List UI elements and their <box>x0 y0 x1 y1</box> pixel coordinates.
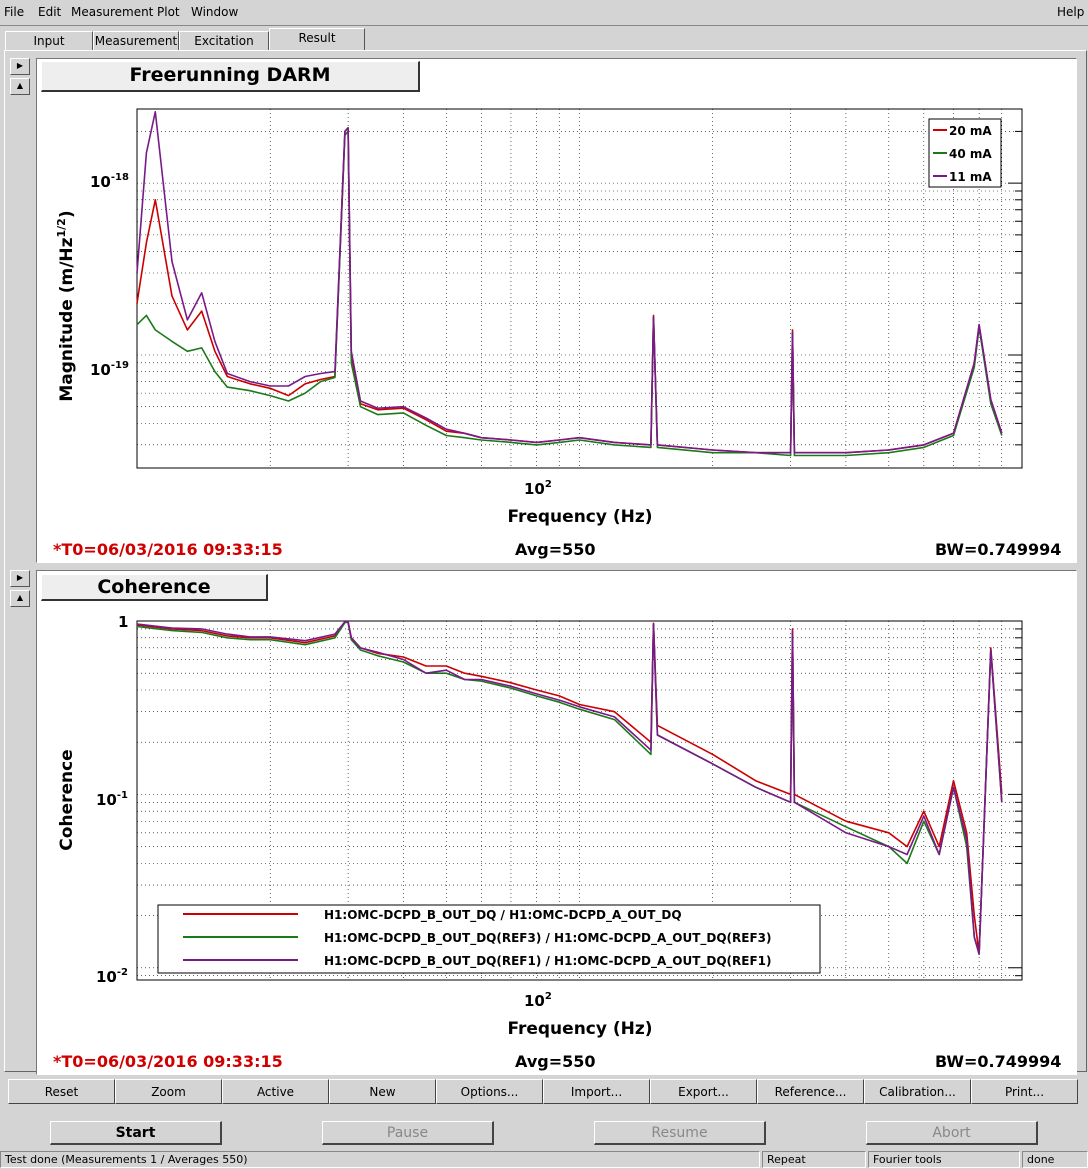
calibration-button[interactable]: Calibration... <box>864 1079 971 1104</box>
plot1-ylabel-sup: 1/2 <box>55 218 68 237</box>
plot1-ytick-base-1: 10 <box>90 173 111 191</box>
plot2-next-icon[interactable]: ▶ <box>10 570 30 587</box>
menu-measurement[interactable]: Measurement <box>71 5 154 19</box>
svg-text:Magnitude (m/Hz1/2): Magnitude (m/Hz1/2) <box>55 210 77 401</box>
menu-help[interactable]: Help <box>1057 5 1085 19</box>
plot1-title: Freerunning DARM <box>41 61 420 92</box>
plot2-ytick-0: 1 <box>118 613 128 631</box>
plot2-ytick-exp-1: -1 <box>117 790 128 801</box>
plot1-next-icon[interactable]: ▶ <box>10 58 30 75</box>
menu-divider <box>0 25 1088 26</box>
tab-input[interactable]: Input <box>5 31 93 51</box>
plot1-t0: *T0=06/03/2016 09:33:15 <box>53 540 283 559</box>
plot1-panel <box>36 58 1077 563</box>
plot2-xlabel: Frequency (Hz) <box>507 1019 652 1039</box>
menu-window[interactable]: Window <box>191 5 239 19</box>
zoom-button[interactable]: Zoom <box>115 1079 222 1104</box>
plot1-frame <box>136 108 1023 469</box>
plot2-chart[interactable]: Coherence 1 10-1 10-2 102 Frequency (Hz)… <box>36 570 1076 1073</box>
plot1-ytick-base-2: 10 <box>90 361 111 379</box>
status-message: Test done (Measurements 1 / Averages 550… <box>0 1151 760 1168</box>
plot2-avg: Avg=550 <box>515 1052 596 1071</box>
plot1-prev-icon[interactable]: ▲ <box>10 78 30 95</box>
plot1-chart[interactable]: Magnitude (m/Hz1/2) 10-18 10-19 102 Freq… <box>36 58 1076 561</box>
options-button[interactable]: Options... <box>436 1079 543 1104</box>
legend-ref1: H1:OMC-DCPD_B_OUT_DQ(REF1) / H1:OMC-DCPD… <box>324 954 772 969</box>
legend-11ma: 11 mA <box>949 170 992 184</box>
plot2-xtick-exp: 2 <box>545 991 552 1002</box>
plot2-ytick-base-2: 10 <box>96 968 117 986</box>
svg-text:102: 102 <box>524 991 552 1010</box>
legend-40ma: 40 mA <box>949 147 992 161</box>
plot1-ytick-exp-1: -18 <box>111 172 129 183</box>
plot2-ytick-exp-2: -2 <box>117 967 128 978</box>
plot2-series-1 <box>136 621 1003 955</box>
plot2-xtick-base: 10 <box>524 992 545 1010</box>
svg-text:10-18: 10-18 <box>90 172 129 191</box>
plot2-frame <box>136 620 1023 981</box>
plot1-series-1 <box>136 127 1003 454</box>
export-button[interactable]: Export... <box>650 1079 757 1104</box>
status-repeat: Repeat <box>762 1151 866 1168</box>
plot1-series <box>136 111 1003 457</box>
legend-ref3: H1:OMC-DCPD_B_OUT_DQ(REF3) / H1:OMC-DCPD… <box>324 931 772 946</box>
plot1-xtick-exp: 2 <box>545 479 552 490</box>
plot2-series-2 <box>136 621 1003 955</box>
reset-button[interactable]: Reset <box>8 1079 115 1104</box>
plot2-ylabel: Coherence <box>57 749 77 850</box>
abort-button[interactable]: Abort <box>866 1121 1038 1145</box>
svg-text:102: 102 <box>524 479 552 498</box>
active-button[interactable]: Active <box>222 1079 329 1104</box>
legend-20ma: 20 mA <box>949 124 992 138</box>
plot1-yaxis-label: Magnitude (m/Hz1/2) <box>55 210 77 401</box>
plot1-xtick-base: 10 <box>524 480 545 498</box>
status-tools: Fourier tools <box>868 1151 1020 1168</box>
legend-live: H1:OMC-DCPD_B_OUT_DQ / H1:OMC-DCPD_A_OUT… <box>324 908 682 923</box>
svg-text:10-1: 10-1 <box>96 790 128 809</box>
plot2-grid <box>137 621 1022 980</box>
tab-measurement[interactable]: Measurement <box>93 31 179 51</box>
start-button[interactable]: Start <box>50 1121 222 1145</box>
svg-text:10-19: 10-19 <box>90 360 129 379</box>
plot2-series-3 <box>136 621 1003 955</box>
new-button[interactable]: New <box>329 1079 436 1104</box>
menu-bar: File Edit Measurement Plot Window Help <box>0 0 1088 26</box>
plot2-panel <box>36 570 1077 1075</box>
plot1-legend: 20 mA 40 mA 11 mA <box>928 118 1002 188</box>
plot2-ytick-base-1: 10 <box>96 791 117 809</box>
plot2-bw: BW=0.749994 <box>935 1052 1062 1071</box>
plot2-title: Coherence <box>41 574 268 601</box>
plot2-legend: H1:OMC-DCPD_B_OUT_DQ / H1:OMC-DCPD_A_OUT… <box>157 904 821 974</box>
plot2-series <box>136 621 1003 955</box>
resume-button[interactable]: Resume <box>594 1121 766 1145</box>
plot1-ylabel: Magnitude (m/Hz <box>57 237 77 401</box>
plot1-grid <box>137 109 1022 468</box>
plot1-ytick-exp-2: -19 <box>111 360 129 371</box>
plot1-avg: Avg=550 <box>515 540 596 559</box>
reference-button[interactable]: Reference... <box>757 1079 864 1104</box>
menu-edit[interactable]: Edit <box>38 5 62 19</box>
tab-bar: Input Measurement Excitation Result <box>0 27 1088 51</box>
import-button[interactable]: Import... <box>543 1079 650 1104</box>
status-state: done <box>1022 1151 1088 1168</box>
plot1-series-3 <box>136 111 1003 454</box>
menu-file[interactable]: File <box>4 5 25 19</box>
print-button[interactable]: Print... <box>971 1079 1078 1104</box>
menu-plot[interactable]: Plot <box>157 5 180 19</box>
plot2-t0: *T0=06/03/2016 09:33:15 <box>53 1052 283 1071</box>
tab-excitation[interactable]: Excitation <box>179 31 269 51</box>
plot1-bw: BW=0.749994 <box>935 540 1062 559</box>
pause-button[interactable]: Pause <box>322 1121 494 1145</box>
svg-text:10-2: 10-2 <box>96 967 128 986</box>
plot1-ylabel-end: ) <box>57 210 77 218</box>
plot2-prev-icon[interactable]: ▲ <box>10 590 30 607</box>
plot1-xlabel: Frequency (Hz) <box>507 507 652 527</box>
tab-result[interactable]: Result <box>269 28 365 51</box>
plot1-series-2 <box>136 130 1003 457</box>
